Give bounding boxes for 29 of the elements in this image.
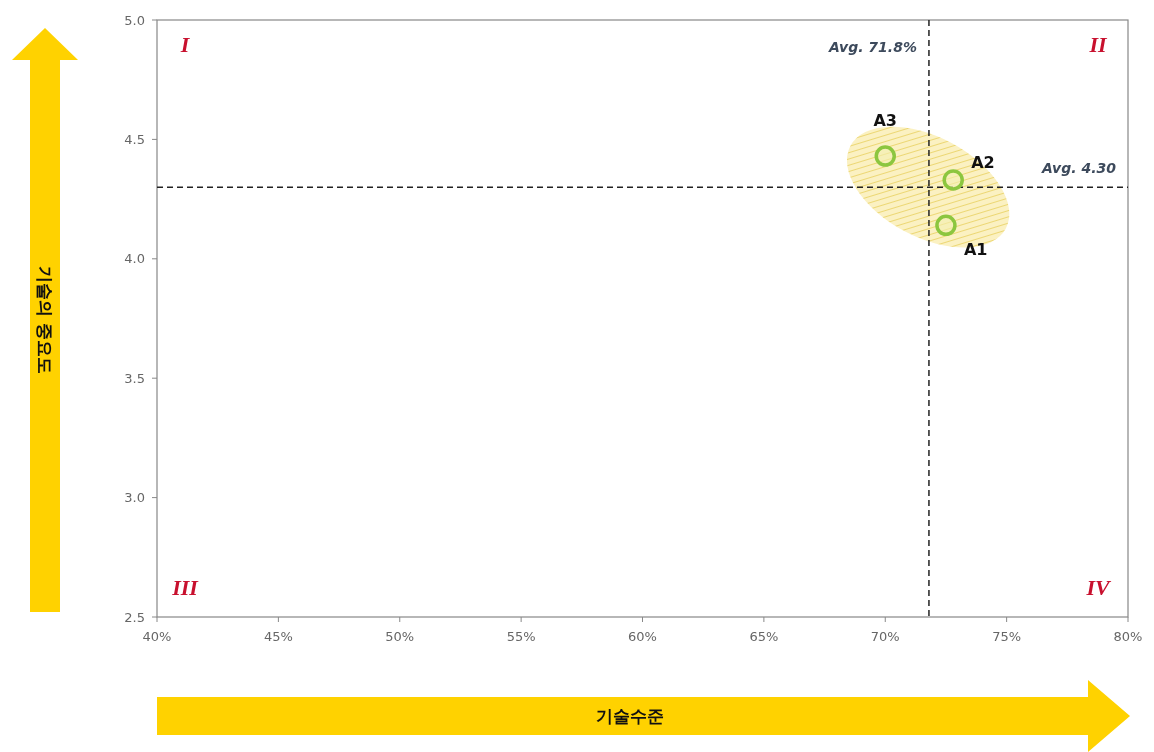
x-tick-label: 40% [142,629,172,644]
x-tick-label: 50% [385,629,415,644]
x-tick-label: 70% [870,629,900,644]
y-axis-title: 기술의 중요도 [35,266,55,374]
point [942,169,964,191]
x-axis-title: 기술수준 [596,706,664,726]
point [874,145,896,167]
series-label: A1 [963,240,988,260]
annotation: IV [1085,575,1112,600]
y-tick-label: 3.5 [124,370,145,386]
point [935,214,957,237]
y-tick-label: 3.0 [124,490,145,506]
x-tick-label: 65% [749,629,779,644]
y-tick-label: 5.0 [124,12,145,28]
x-tick-label: 45% [263,629,293,644]
y-tick-label: 4.5 [124,131,145,147]
x-tick-label: 75% [992,629,1022,644]
x-tick-label: 60% [628,629,657,644]
annotation: I [179,32,191,57]
ref-line-label: Avg. 71.8% [827,39,917,55]
annotation: II [1088,32,1108,57]
y-tick-label: 2.5 [124,609,145,625]
series-label: A3 [873,111,898,131]
x-tick-label: 80% [1113,629,1143,644]
annotation: III [171,575,200,600]
series-label: A2 [971,153,995,172]
y-tick-label: 4.0 [124,251,145,267]
ref-line-label: Avg. 4.30 [1041,160,1117,177]
x-tick-label: 55% [506,629,536,644]
